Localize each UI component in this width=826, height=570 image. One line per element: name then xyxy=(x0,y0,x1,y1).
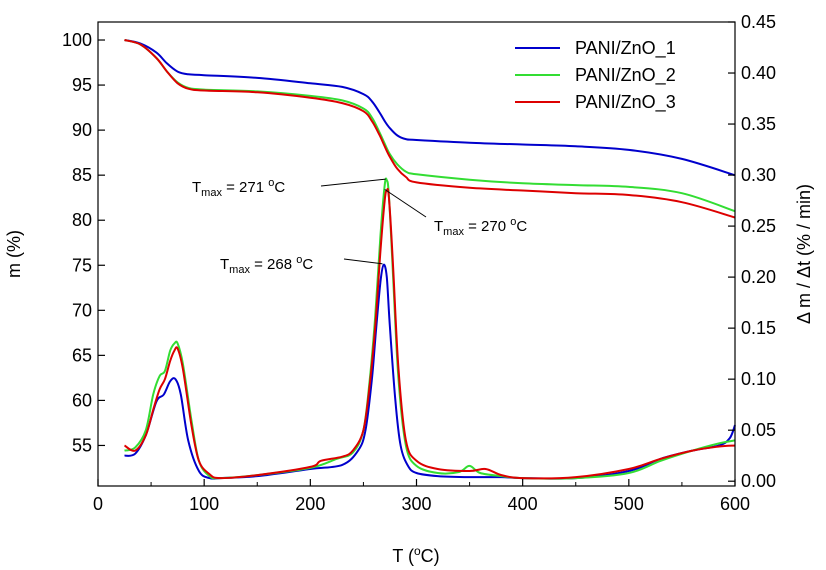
annotation-unit: C xyxy=(274,179,285,196)
x-axis-label-main: T ( xyxy=(392,546,414,566)
annotation-prefix: T xyxy=(434,218,443,235)
y-left-tick-label: 90 xyxy=(72,120,92,140)
y-right-tick-label: 0.35 xyxy=(741,114,776,134)
legend: PANI/ZnO_1 PANI/ZnO_2 PANI/ZnO_3 xyxy=(515,38,676,113)
y-axis-left-label: m (%) xyxy=(4,230,24,278)
y-left-tick-label: 100 xyxy=(62,30,92,50)
annotation-unit: C xyxy=(516,218,527,235)
y-left-tick-label: 85 xyxy=(72,165,92,185)
x-tick-label: 500 xyxy=(614,494,644,514)
y-left-tick-label: 75 xyxy=(72,255,92,275)
y-left-tick-label: 70 xyxy=(72,300,92,320)
annotation-leader-line xyxy=(320,178,386,187)
annotation-sub: max xyxy=(443,226,464,238)
y-right-tick-label: 0.05 xyxy=(741,420,776,440)
x-tick-label: 100 xyxy=(189,494,219,514)
y-right-tick-label: 0.20 xyxy=(741,267,776,287)
annotation-prefix: T xyxy=(220,256,229,273)
legend-label-pani-zno-1: PANI/ZnO_1 xyxy=(575,38,676,59)
x-tick-label: 200 xyxy=(295,494,325,514)
y-right-tick-label: 0.25 xyxy=(741,216,776,236)
annotation-unit: C xyxy=(302,256,313,273)
y-left-tick-label: 55 xyxy=(72,435,92,455)
y-left-tick-label: 95 xyxy=(72,75,92,95)
x-axis-label-sup: o xyxy=(414,544,421,558)
curves-layer xyxy=(123,39,736,480)
annotation-tmax: Tmax = 270 oC xyxy=(434,216,527,238)
dtg-curve-pani-zno-3 xyxy=(123,188,736,480)
axis-ticks: 0 100 200 300 400 500 600 55 60 65 70 75 80 85 90 95 100… xyxy=(62,12,776,514)
legend-label-pani-zno-2: PANI/ZnO_2 xyxy=(575,65,676,86)
x-axis-label: T (oC) xyxy=(392,544,439,566)
y-right-tick-label: 0.40 xyxy=(741,63,776,83)
y-left-tick-label: 60 xyxy=(72,390,92,410)
annotation-tmax: Tmax = 268 oC xyxy=(220,254,313,276)
x-tick-label: 600 xyxy=(720,494,750,514)
y-right-tick-label: 0.00 xyxy=(741,471,776,491)
y-left-tick-label: 65 xyxy=(72,345,92,365)
y-right-tick-label: 0.15 xyxy=(741,318,776,338)
mass-curve-pani-zno-3 xyxy=(124,39,736,219)
annotation-value: = 271 xyxy=(222,179,268,196)
annotation-leader-line xyxy=(384,188,427,218)
annotation-sup: o xyxy=(268,177,274,189)
annotation-sub: max xyxy=(229,264,250,276)
annotation-sup: o xyxy=(510,216,516,228)
annotation-sup: o xyxy=(296,254,302,266)
mass-curve-pani-zno-1 xyxy=(124,39,736,177)
x-tick-label: 0 xyxy=(93,494,103,514)
annotation-tmax: Tmax = 271 oC xyxy=(192,177,285,199)
x-tick-label: 300 xyxy=(401,494,431,514)
y-axis-right-label: Δ m / Δt (% / min) xyxy=(794,184,814,324)
annotation-leader-line xyxy=(343,258,383,265)
annotation-value: = 270 xyxy=(464,218,510,235)
annotation-value: = 268 xyxy=(250,256,296,273)
annotation-prefix: T xyxy=(192,179,201,196)
y-right-tick-label: 0.10 xyxy=(741,369,776,389)
y-right-tick-label: 0.45 xyxy=(741,12,776,32)
y-left-tick-label: 80 xyxy=(72,210,92,230)
y-right-tick-label: 0.30 xyxy=(741,165,776,185)
x-tick-label: 400 xyxy=(508,494,538,514)
x-axis-label-end: C) xyxy=(421,546,440,566)
annotation-sub: max xyxy=(201,187,222,199)
legend-label-pani-zno-3: PANI/ZnO_3 xyxy=(575,92,676,113)
